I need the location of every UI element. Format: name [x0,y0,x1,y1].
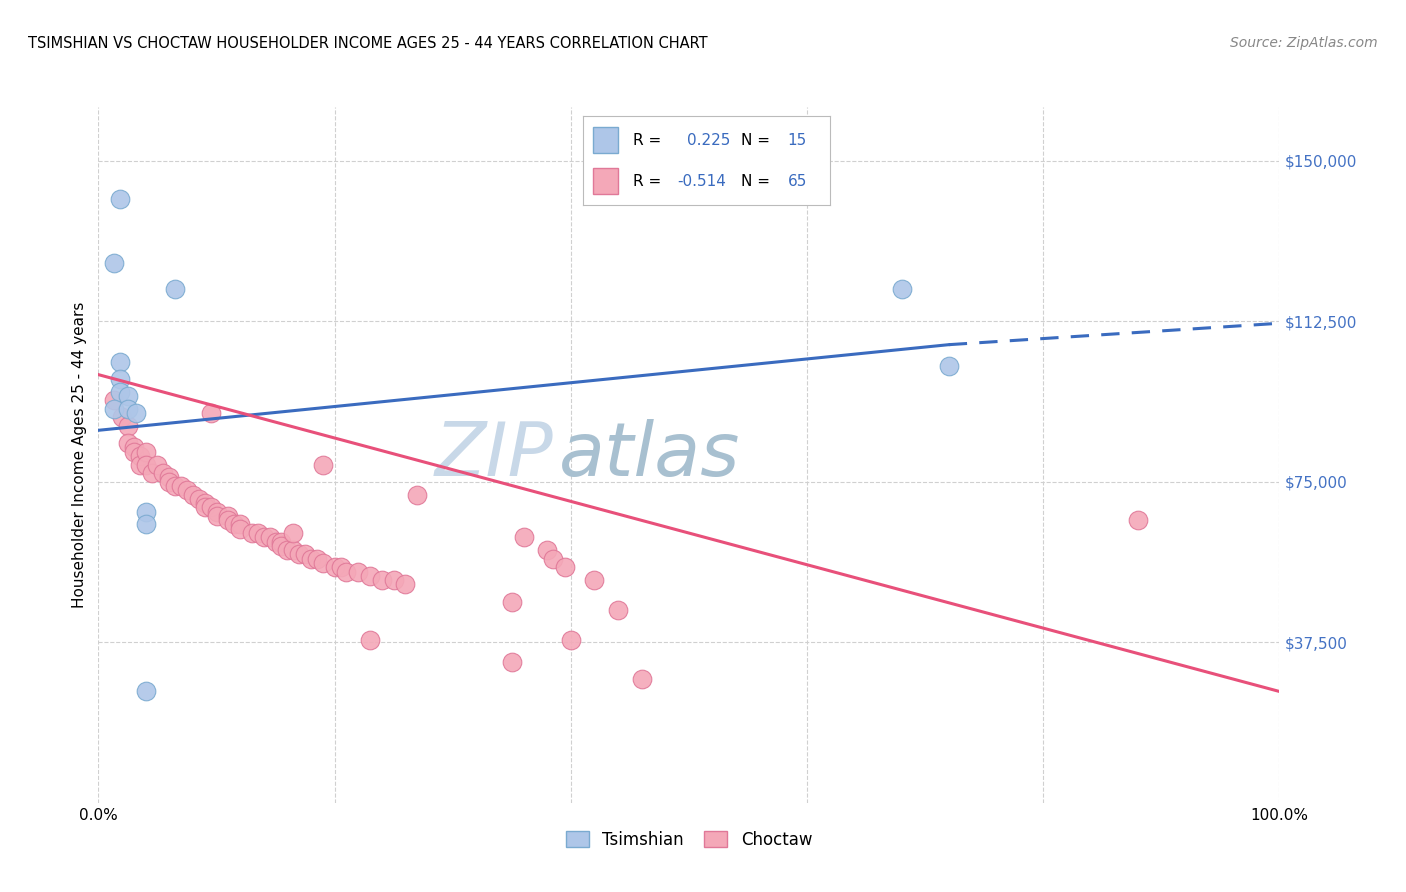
Point [122,441,145,455]
Point [146,458,169,472]
Point [187,491,209,506]
Text: atlas: atlas [560,419,741,491]
Point [501,655,523,669]
Point [512,530,534,544]
Point [108,192,131,206]
Point [276,543,298,558]
Point [128,449,150,463]
Point [170,479,193,493]
Point [141,466,163,480]
Point [335,565,357,579]
Point [583,573,606,587]
Point [135,458,157,472]
Point [283,526,305,541]
Point [259,530,281,544]
Text: -0.514: -0.514 [678,174,725,188]
Point [135,517,157,532]
Point [135,444,157,458]
Point [224,517,246,532]
Point [382,573,405,587]
Point [501,594,523,608]
Point [1126,513,1149,527]
FancyBboxPatch shape [593,127,619,153]
Point [108,355,131,369]
Point [122,444,145,458]
Point [359,633,381,648]
Point [128,458,150,472]
Point [117,401,139,416]
Point [536,543,558,558]
Point [157,470,180,484]
Point [312,458,335,472]
Text: 15: 15 [787,134,807,148]
Point [157,475,180,489]
Point [312,556,335,570]
Point [347,565,370,579]
Text: R =: R = [633,134,666,148]
Text: 65: 65 [787,174,807,188]
Text: R =: R = [633,174,666,188]
Point [359,569,381,583]
Point [103,256,125,270]
Point [135,684,157,698]
Point [135,505,157,519]
Point [323,560,346,574]
Point [181,487,204,501]
Point [200,500,222,515]
Point [176,483,198,498]
Point [194,496,217,510]
FancyBboxPatch shape [593,168,619,194]
Point [253,530,276,544]
Point [305,551,328,566]
Point [554,560,576,574]
Point [165,479,187,493]
Point [103,401,125,416]
Text: N =: N = [741,134,775,148]
Point [394,577,416,591]
Point [103,393,125,408]
Point [111,410,134,425]
Point [283,543,305,558]
Text: 0.225: 0.225 [688,134,730,148]
Point [117,436,139,450]
Point [205,505,228,519]
Point [541,551,564,566]
Point [288,548,311,562]
Legend: Tsimshian, Choctaw: Tsimshian, Choctaw [557,822,821,857]
Point [229,517,252,532]
Point [108,384,131,399]
Point [264,534,287,549]
Point [299,551,322,566]
Point [217,508,239,523]
Point [938,359,960,373]
Point [117,389,139,403]
Text: N =: N = [741,174,775,188]
Point [125,406,148,420]
Point [240,526,263,541]
Text: Source: ZipAtlas.com: Source: ZipAtlas.com [1230,36,1378,50]
Point [560,633,582,648]
Point [890,282,912,296]
Point [217,513,239,527]
Point [406,487,429,501]
Point [108,372,131,386]
Point [205,508,228,523]
Point [194,500,217,515]
Point [246,526,269,541]
Point [165,282,187,296]
Point [371,573,394,587]
Point [200,406,222,420]
Y-axis label: Householder Income Ages 25 - 44 years: Householder Income Ages 25 - 44 years [72,301,87,608]
Point [607,603,630,617]
Point [270,534,292,549]
Point [152,466,174,480]
Point [294,548,316,562]
Point [630,672,652,686]
Point [329,560,352,574]
Point [117,419,139,434]
Text: ZIP: ZIP [434,419,553,491]
Point [229,522,252,536]
Text: TSIMSHIAN VS CHOCTAW HOUSEHOLDER INCOME AGES 25 - 44 YEARS CORRELATION CHART: TSIMSHIAN VS CHOCTAW HOUSEHOLDER INCOME … [28,36,707,51]
Point [270,539,292,553]
